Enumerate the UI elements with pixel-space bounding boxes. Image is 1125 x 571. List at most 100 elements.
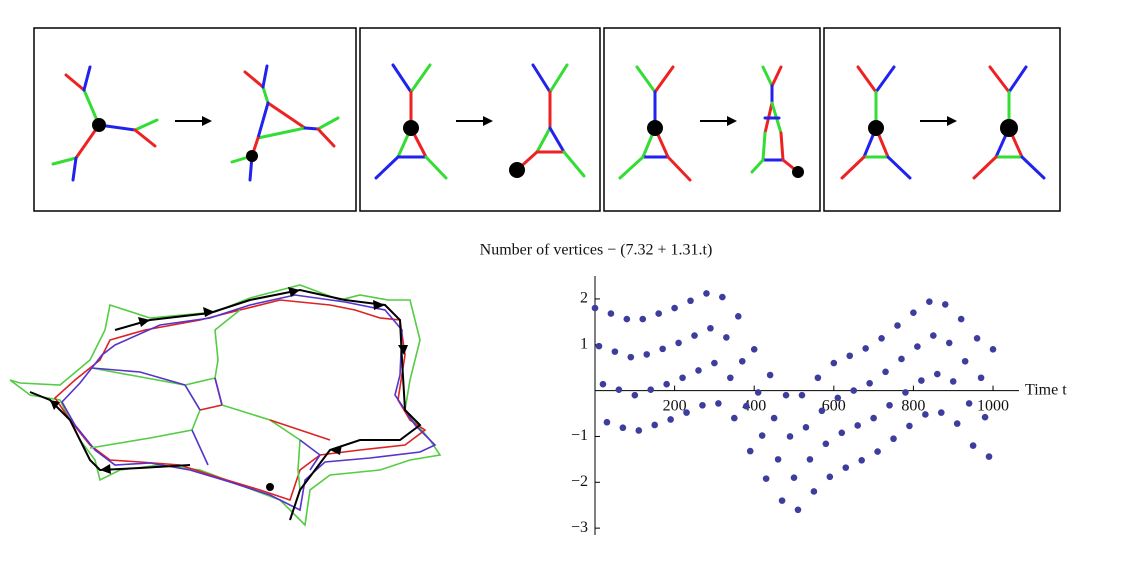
- point: [655, 310, 662, 317]
- point: [607, 310, 615, 317]
- point: [742, 402, 750, 410]
- point: [802, 423, 810, 431]
- point: [890, 435, 897, 443]
- point: [910, 309, 917, 316]
- point: [933, 370, 941, 378]
- point: [973, 335, 981, 342]
- scatter-plot: −3 −2 −1 1 2 200 400 600 800 1000 Time t: [571, 276, 1067, 536]
- point: [699, 401, 706, 409]
- point: [866, 379, 873, 387]
- point: [750, 346, 758, 353]
- point: [786, 433, 794, 440]
- y-tick-label: −1: [571, 427, 588, 444]
- point: [818, 407, 826, 415]
- point: [989, 346, 997, 353]
- point: [985, 453, 993, 460]
- point: [675, 339, 682, 347]
- point: [961, 357, 969, 365]
- point: [687, 297, 694, 305]
- point: [695, 367, 702, 374]
- point: [977, 374, 985, 382]
- point: [754, 389, 762, 396]
- point: [838, 429, 846, 437]
- point: [758, 432, 766, 439]
- point: [874, 448, 881, 455]
- point: [667, 416, 674, 423]
- point: [822, 440, 830, 448]
- point: [647, 386, 655, 393]
- y-tick-label: 1: [580, 335, 588, 352]
- rule-panel: [823, 27, 1061, 212]
- point: [969, 442, 977, 449]
- y-tick-label: 2: [580, 290, 588, 307]
- point: [814, 374, 822, 382]
- point: [778, 497, 786, 504]
- point: [930, 332, 937, 339]
- point: [981, 413, 989, 421]
- rule-2: [374, 63, 586, 180]
- point: [854, 422, 861, 429]
- x-tick-label: 400: [742, 397, 766, 414]
- rule-1: [51, 64, 340, 182]
- point: [727, 374, 734, 382]
- point: [953, 420, 961, 427]
- point: [810, 488, 818, 495]
- point: [631, 391, 639, 399]
- point: [886, 401, 893, 409]
- point: [941, 301, 949, 308]
- point: [882, 368, 889, 376]
- point: [627, 353, 635, 361]
- point: [659, 345, 666, 353]
- point: [806, 456, 814, 463]
- point: [862, 345, 869, 352]
- rule-panel: [603, 27, 821, 212]
- y-tick-label: −2: [571, 473, 588, 490]
- point: [834, 394, 842, 402]
- x-axis-label: Time t: [1025, 381, 1067, 398]
- point: [691, 332, 698, 339]
- x-tick-label: 1000: [977, 397, 1009, 414]
- point: [595, 342, 603, 350]
- point: [731, 414, 738, 422]
- point: [719, 293, 726, 301]
- point: [898, 355, 905, 363]
- x-tick-label: 800: [901, 397, 925, 414]
- network-graph: [9, 284, 442, 527]
- point: [679, 374, 686, 382]
- point: [914, 343, 921, 350]
- point: [782, 391, 790, 399]
- point: [794, 506, 802, 514]
- point: [635, 427, 643, 434]
- point: [715, 400, 722, 407]
- point: [762, 475, 770, 482]
- point: [965, 400, 973, 407]
- point: [615, 386, 623, 393]
- point: [846, 352, 854, 360]
- rule-4: [840, 65, 1046, 180]
- point: [870, 414, 877, 422]
- rule-3: [618, 65, 804, 182]
- point: [643, 351, 651, 358]
- point: [937, 409, 945, 416]
- point: [707, 324, 714, 332]
- point: [766, 371, 774, 379]
- rule-panels: [33, 27, 1061, 212]
- x-tick-label: 200: [663, 397, 687, 414]
- point: [830, 359, 838, 367]
- point: [922, 411, 929, 418]
- point: [599, 380, 607, 388]
- point: [858, 456, 865, 464]
- x-tick-label: 600: [822, 397, 846, 414]
- point: [603, 418, 611, 426]
- point: [723, 334, 730, 341]
- point: [878, 335, 885, 342]
- point: [774, 456, 782, 463]
- point: [619, 424, 627, 432]
- point: [683, 409, 690, 416]
- point: [639, 315, 647, 323]
- point: [671, 304, 678, 312]
- point: [711, 359, 718, 367]
- point: [926, 298, 933, 305]
- point: [663, 380, 670, 388]
